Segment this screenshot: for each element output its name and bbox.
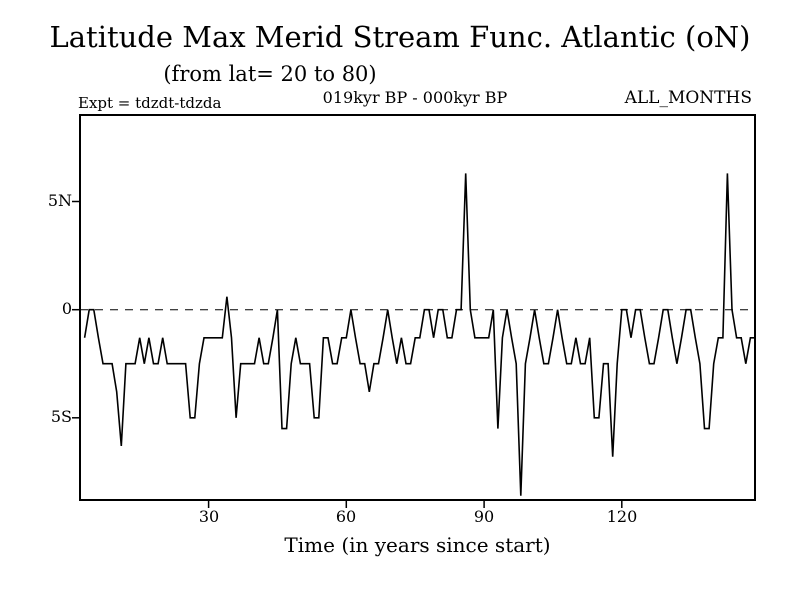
chart-subtitle: (from lat= 20 to 80) bbox=[163, 62, 377, 86]
x-tick-label-120: 120 bbox=[606, 507, 638, 526]
y-tick-label-5n: 5N bbox=[47, 191, 72, 210]
months-annotation: ALL_MONTHS bbox=[624, 88, 752, 108]
x-tick-label-30: 30 bbox=[198, 507, 220, 526]
period-annotation: 019kyr BP - 000kyr BP bbox=[322, 88, 508, 107]
x-tick-label-90: 90 bbox=[473, 507, 495, 526]
experiment-annotation: Expt = tdzdt-tdzda bbox=[78, 94, 222, 112]
y-tick-label-0: 0 bbox=[61, 299, 72, 318]
chart-title: Latitude Max Merid Stream Func. Atlantic… bbox=[49, 20, 751, 54]
plot-frame bbox=[79, 114, 756, 501]
x-axis-title: Time (in years since start) bbox=[284, 533, 551, 557]
data-line bbox=[83, 173, 755, 496]
y-tick-label-5s: 5S bbox=[50, 407, 72, 426]
x-tick-label-60: 60 bbox=[335, 507, 357, 526]
